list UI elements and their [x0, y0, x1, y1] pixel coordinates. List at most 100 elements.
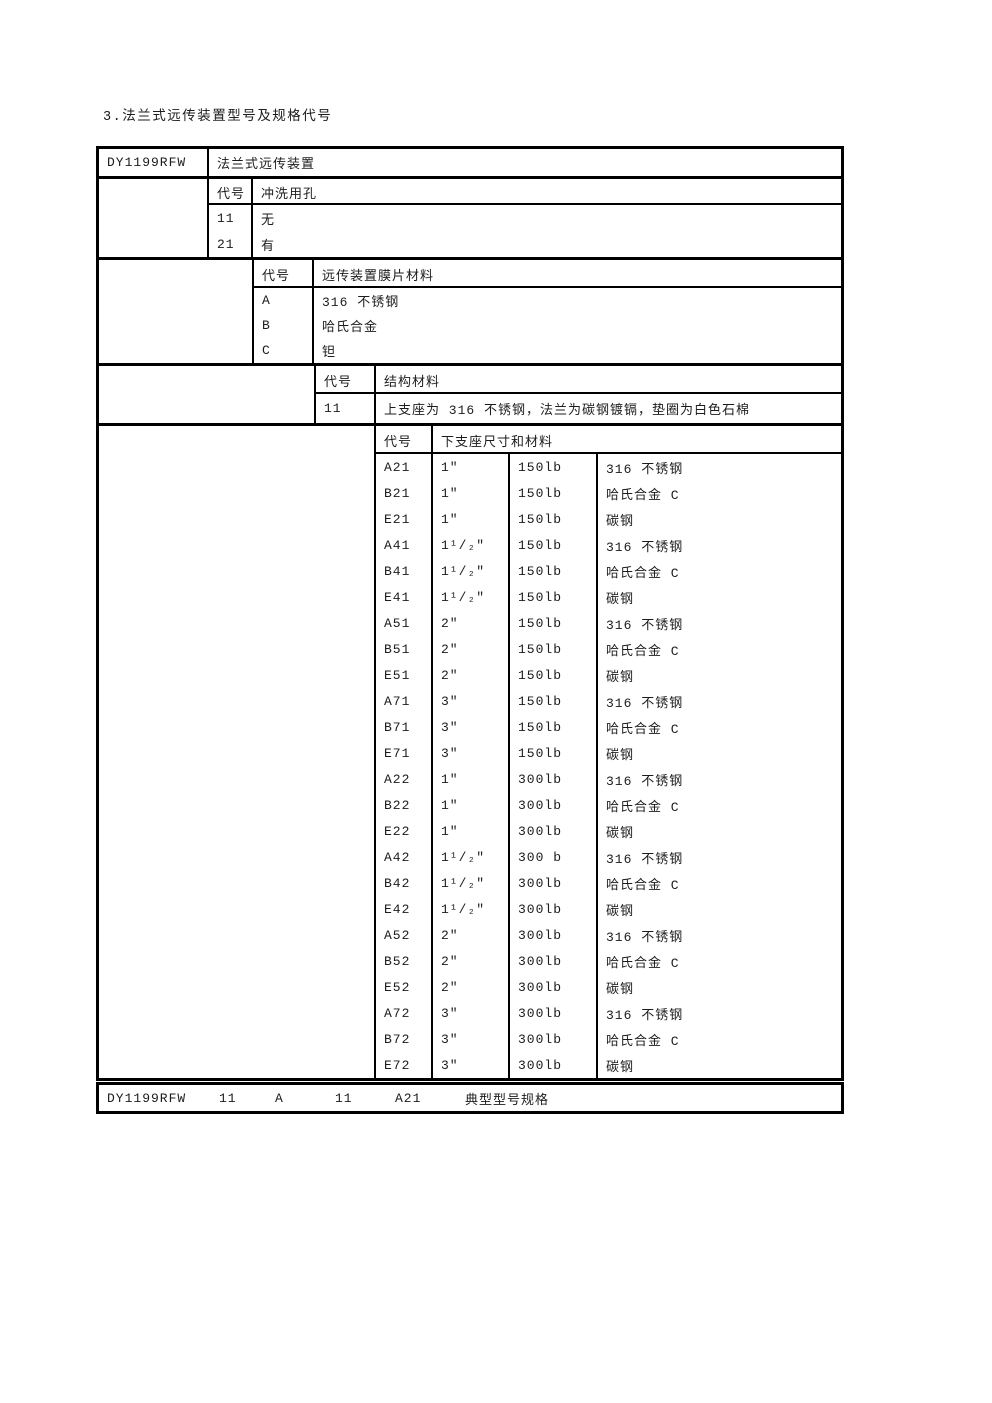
section-data-row: B42 1¹/₂″ 300lb 哈氏合金 C — [376, 870, 841, 896]
row-label-cell: 有 — [261, 238, 276, 254]
row-material-cell: 316 不锈钢 — [606, 539, 684, 555]
row-code-cell: A41 — [376, 532, 433, 558]
section-header-code-cell: 代号 — [254, 260, 314, 288]
row-rating-cell: 150lb — [510, 714, 598, 740]
section-header-code-cell: 代号 — [376, 426, 433, 454]
row-size-cell: 1″ — [433, 454, 510, 480]
row-code-cell: E51 — [376, 662, 433, 688]
row-code-cell: 11 — [316, 394, 376, 423]
row-material-cell: 316 不锈钢 — [606, 851, 684, 867]
row-rating-cell: 300lb — [510, 1026, 598, 1052]
section-data-row: E42 1¹/₂″ 300lb 碳钢 — [376, 896, 841, 922]
section-header-row: 代号 远传装置膜片材料 — [254, 260, 841, 288]
row-rating-cell: 150lb — [510, 558, 598, 584]
spec-section-diaphragm-material: 代号 远传装置膜片材料 A 316 不锈钢 B 哈氏合金 C 钽 — [99, 257, 841, 363]
row-size-cell: 1¹/₂″ — [433, 584, 510, 610]
model-description-cell: 法兰式远传装置 — [217, 157, 316, 172]
section-data-row: B72 3″ 300lb 哈氏合金 C — [376, 1026, 841, 1052]
row-code-cell: A22 — [376, 766, 433, 792]
row-code-cell: B71 — [376, 714, 433, 740]
row-material-cell: 316 不锈钢 — [606, 929, 684, 945]
row-code-cell: E41 — [376, 584, 433, 610]
row-rating-cell: 300lb — [510, 1000, 598, 1026]
row-code-cell: B — [254, 313, 314, 338]
row-material-cell: 哈氏合金 C — [606, 955, 680, 971]
row-material-cell: 哈氏合金 C — [606, 643, 680, 659]
row-code-cell: B52 — [376, 948, 433, 974]
row-rating-cell: 300lb — [510, 818, 598, 844]
row-rating-cell: 300lb — [510, 896, 598, 922]
section-indent-cell — [99, 260, 254, 363]
row-label-cell: 钽 — [322, 345, 337, 360]
spec-sections: 代号 冲洗用孔 11 无 21 有代号 远传装置膜片材料 A 316 不锈钢 B 哈氏合金 C 钽代号结… — [99, 176, 841, 1078]
row-size-cell: 3″ — [433, 1052, 510, 1078]
row-code-cell: B41 — [376, 558, 433, 584]
spec-section-flush-hole: 代号 冲洗用孔 11 无 21 有 — [99, 176, 841, 257]
row-size-cell: 1¹/₂″ — [433, 896, 510, 922]
section-data-row: E21 1″ 150lb 碳钢 — [376, 506, 841, 532]
row-code-cell: A42 — [376, 844, 433, 870]
row-rating-cell: 150lb — [510, 688, 598, 714]
row-rating-cell: 150lb — [510, 454, 598, 480]
section-data-row: B21 1″ 150lb 哈氏合金 C — [376, 480, 841, 506]
section-data-row: A22 1″ 300lb 316 不锈钢 — [376, 766, 841, 792]
section-header-label-cell: 结构材料 — [384, 374, 441, 390]
row-size-cell: 2″ — [433, 948, 510, 974]
row-code-cell: E22 — [376, 818, 433, 844]
row-rating-cell: 300lb — [510, 766, 598, 792]
section-header-row: 代号 结构材料 — [316, 366, 841, 394]
row-code-cell: A52 — [376, 922, 433, 948]
row-rating-cell: 150lb — [510, 480, 598, 506]
section-header-row: 代号 下支座尺寸和材料 — [376, 426, 841, 454]
row-size-cell: 3″ — [433, 740, 510, 766]
section-indent-cell — [99, 426, 376, 1078]
row-material-cell: 316 不锈钢 — [606, 461, 684, 477]
document-title: 3.法兰式远传装置型号及规格代号 — [103, 110, 333, 125]
example-code-diaphragm: A — [275, 1090, 284, 1106]
section-body: 代号 冲洗用孔 11 无 21 有 — [209, 179, 841, 257]
row-rating-cell: 300lb — [510, 948, 598, 974]
row-label-cell: 哈氏合金 — [322, 320, 379, 335]
section-indent-cell — [99, 366, 316, 423]
row-code-cell: B22 — [376, 792, 433, 818]
row-size-cell: 2″ — [433, 662, 510, 688]
row-rating-cell: 150lb — [510, 740, 598, 766]
section-data-row: E22 1″ 300lb 碳钢 — [376, 818, 841, 844]
row-rating-cell: 150lb — [510, 636, 598, 662]
section-data-row: B41 1¹/₂″ 150lb 哈氏合金 C — [376, 558, 841, 584]
row-size-cell: 1″ — [433, 792, 510, 818]
row-code-cell: E52 — [376, 974, 433, 1000]
row-size-cell: 1″ — [433, 480, 510, 506]
section-header-label-cell: 冲洗用孔 — [261, 186, 318, 202]
row-material-cell: 碳钢 — [606, 825, 635, 841]
row-code-cell: 21 — [209, 231, 253, 257]
row-label-cell: 316 不锈钢 — [322, 295, 400, 310]
row-rating-cell: 300lb — [510, 974, 598, 1000]
section-header-label-cell: 下支座尺寸和材料 — [441, 434, 554, 450]
section-data-row: 11 无 — [209, 205, 841, 231]
section-data-row: E52 2″ 300lb 碳钢 — [376, 974, 841, 1000]
row-rating-cell: 300lb — [510, 922, 598, 948]
row-size-cell: 2″ — [433, 610, 510, 636]
section-data-row: E51 2″ 150lb 碳钢 — [376, 662, 841, 688]
row-size-cell: 1″ — [433, 506, 510, 532]
section-data-row: E71 3″ 150lb 碳钢 — [376, 740, 841, 766]
section-body: 代号 下支座尺寸和材料 A21 1″ 150lb 316 不锈钢 B21 1″ 150lb 哈氏合… — [376, 426, 841, 1078]
row-material-cell: 316 不锈钢 — [606, 773, 684, 789]
section-data-row: A52 2″ 300lb 316 不锈钢 — [376, 922, 841, 948]
row-rating-cell: 150lb — [510, 584, 598, 610]
section-header-row: 代号 冲洗用孔 — [209, 179, 841, 205]
section-data-row: A72 3″ 300lb 316 不锈钢 — [376, 1000, 841, 1026]
model-row: DY1199RFW 法兰式远传装置 — [99, 149, 841, 176]
section-data-row: A21 1″ 150lb 316 不锈钢 — [376, 454, 841, 480]
row-size-cell: 1″ — [433, 818, 510, 844]
row-size-cell: 3″ — [433, 688, 510, 714]
row-material-cell: 哈氏合金 C — [606, 877, 680, 893]
row-material-cell: 碳钢 — [606, 747, 635, 763]
row-size-cell: 2″ — [433, 922, 510, 948]
row-code-cell: E72 — [376, 1052, 433, 1078]
spec-section-structure-material: 代号 结构材料 11 上支座为 316 不锈钢，法兰为碳钢镀镉，垫圈为白色石棉 — [99, 363, 841, 423]
row-code-cell: E21 — [376, 506, 433, 532]
row-label-cell: 上支座为 316 不锈钢，法兰为碳钢镀镉，垫圈为白色石棉 — [384, 403, 751, 418]
